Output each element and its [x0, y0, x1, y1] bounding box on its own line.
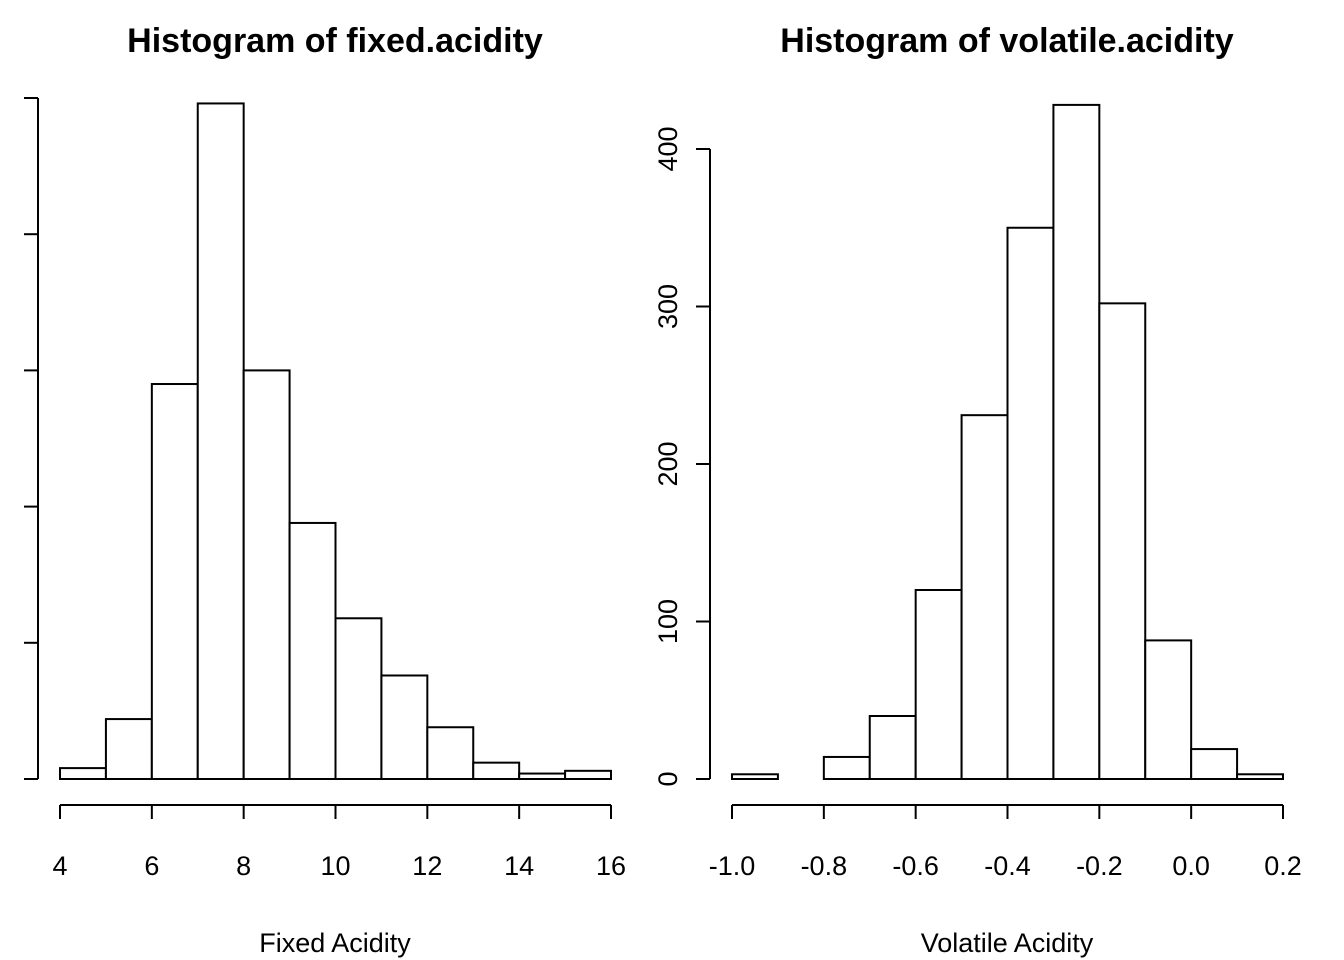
y-tick-label: 400	[653, 126, 683, 171]
histogram-bar	[1098, 302, 1147, 780]
histogram-fixed-acidity: Histogram of fixed.acidity Fixed Acidity…	[24, 22, 626, 958]
x-tick-label: 10	[320, 851, 350, 881]
histogram-bar	[914, 589, 963, 780]
y-tick-label: 0	[653, 771, 683, 786]
x-tick-label: 14	[504, 851, 534, 881]
x-axis: 4 6 8 10 12 14 16	[52, 804, 626, 881]
histogram-bar	[104, 718, 153, 781]
x-tick-label: -1.0	[709, 851, 756, 881]
histogram-bar	[1144, 639, 1193, 781]
histogram-bar	[196, 102, 245, 780]
bars	[59, 102, 612, 781]
histogram-bar	[426, 726, 475, 781]
x-tick-label: 0.2	[1264, 851, 1302, 881]
x-axis: -1.0 -0.8 -0.6 -0.4 -0.2 0.0 0.2	[709, 804, 1302, 881]
histogram-bar	[242, 369, 291, 780]
x-tick-label: 4	[52, 851, 67, 881]
histogram-bar	[564, 769, 612, 781]
histogram-bar	[1052, 103, 1101, 780]
x-tick-label: 6	[144, 851, 159, 881]
histogram-bar	[960, 414, 1009, 780]
histogram-bar	[1006, 226, 1055, 780]
histogram-bar	[288, 521, 337, 780]
chart-title: Histogram of fixed.acidity	[127, 22, 543, 60]
x-tick-label: -0.4	[984, 851, 1031, 881]
bars	[731, 103, 1285, 781]
histogram-bar	[472, 761, 521, 781]
y-tick-label: 300	[653, 284, 683, 329]
y-axis: 0 100 200 300 400	[653, 126, 711, 787]
histogram-bar	[868, 715, 917, 780]
x-tick-label: 16	[596, 851, 626, 881]
x-axis-label: Fixed Acidity	[259, 928, 411, 958]
histogram-bar	[1236, 773, 1285, 781]
y-tick-label: 100	[653, 599, 683, 644]
histogram-bar	[380, 674, 429, 780]
y-axis	[24, 97, 39, 780]
x-axis-label: Volatile Acidity	[921, 928, 1094, 958]
x-tick-label: -0.8	[801, 851, 848, 881]
x-tick-label: -0.6	[892, 851, 939, 881]
histogram-bar	[518, 772, 567, 781]
chart-title: Histogram of volatile.acidity	[780, 22, 1234, 60]
histogram-volatile-acidity: Histogram of volatile.acidity Volatile A…	[653, 22, 1302, 958]
x-tick-label: 8	[236, 851, 251, 881]
x-tick-label: -0.2	[1076, 851, 1123, 881]
x-tick-label: 0.0	[1172, 851, 1210, 881]
y-tick-label: 200	[653, 441, 683, 486]
histogram-bar	[1190, 748, 1239, 781]
x-tick-label: 12	[412, 851, 442, 881]
histogram-bar	[334, 617, 383, 780]
histogram-bar	[150, 383, 199, 780]
histogram-bar	[731, 773, 779, 781]
histogram-bar	[59, 767, 107, 781]
histogram-bar	[822, 755, 871, 781]
